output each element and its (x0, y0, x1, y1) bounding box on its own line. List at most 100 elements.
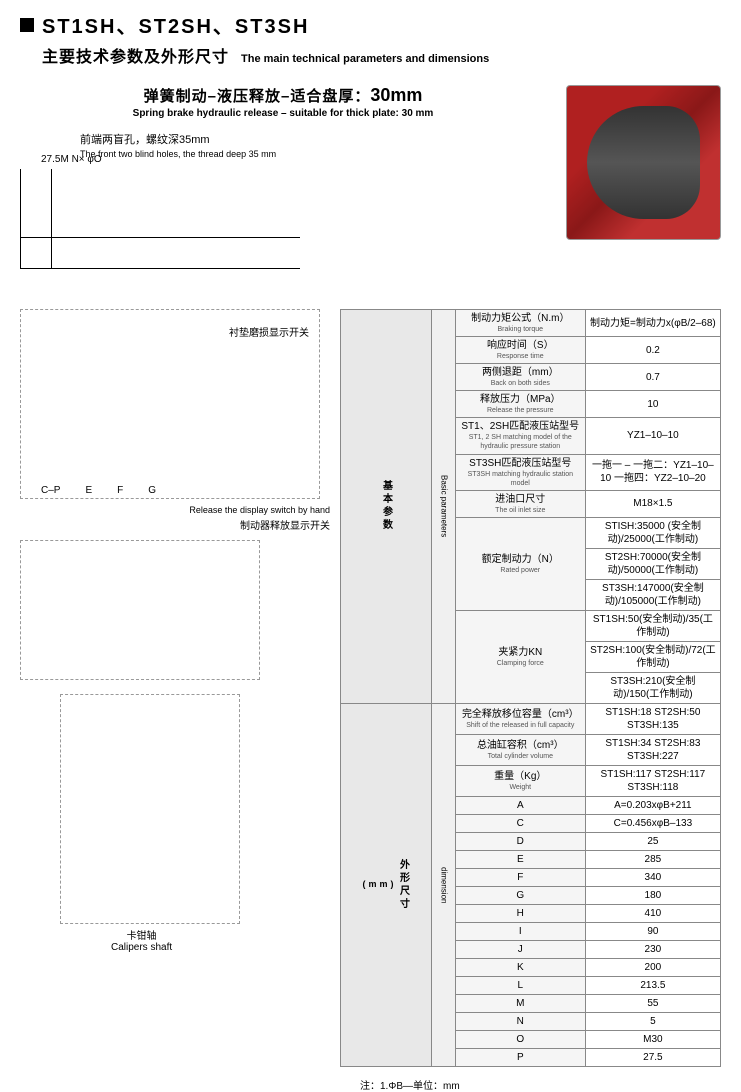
top-left: 弹簧制动–液压释放–适合盘厚：30mm Spring brake hydraul… (20, 85, 546, 289)
r1-en: Response time (460, 352, 581, 361)
product-photo (566, 85, 721, 240)
d2-k: D (455, 832, 585, 850)
wt-en: Weight (460, 783, 581, 792)
note-l1: 注：1.ΦB—单位：mm (360, 1079, 721, 1092)
r2-cn: 两侧退距（mm） (482, 367, 559, 378)
diagram-side-view: 衬垫磨损显示开关 C–P E F G (20, 309, 320, 499)
spring-title: 弹簧制动–液压释放–适合盘厚：30mm (20, 85, 546, 106)
d4-k: F (455, 868, 585, 886)
cy-cn: 总油缸容积（cm³） (477, 740, 564, 751)
d0-k: A (455, 796, 585, 814)
r1-val: 0.2 (585, 337, 720, 364)
r3-cn: 释放压力（MPa） (480, 394, 561, 405)
d3-k: E (455, 850, 585, 868)
spring-cn: 弹簧制动–液压释放–适合盘厚： (144, 88, 371, 105)
section1-en: Basic parameters (432, 310, 456, 704)
d6-v: 410 (585, 904, 720, 922)
top-section: 弹簧制动–液压释放–适合盘厚：30mm Spring brake hydraul… (20, 85, 721, 289)
diagram-top (20, 169, 300, 269)
r5-val: 一拖一 – 一拖二：YZ1–10–10 一拖四：YZ2–10–20 (585, 454, 720, 490)
cl-v2: ST2SH:100(安全制动)/72(工作制动) (585, 641, 720, 672)
label-cp: C–P (41, 485, 60, 496)
d14-k: P (455, 1048, 585, 1066)
d8-k: J (455, 940, 585, 958)
wt-v: ST1SH:117 ST2SH:117 ST3SH:118 (585, 765, 720, 796)
cl-cn: 夹紧力KN (498, 647, 542, 658)
r2-en: Back on both sides (460, 379, 581, 388)
blind-hole-cn: 前端两盲孔，螺纹深35mm (80, 131, 210, 147)
d4-v: 340 (585, 868, 720, 886)
rp-v3: ST3SH:147000(安全制动)/105000(工作制动) (585, 579, 720, 610)
label-g: G (148, 485, 156, 496)
blind-hole-en: The front two blind holes, the thread de… (80, 149, 546, 159)
d13-v: M30 (585, 1030, 720, 1048)
d5-k: G (455, 886, 585, 904)
d1-v: C=0.456xφB–133 (585, 814, 720, 832)
diagram-release-view (20, 540, 260, 680)
main-section: φB 128 Liner wear according to the switc… (20, 309, 721, 1092)
header: ST1SH、ST2SH、ST3SH (20, 10, 721, 39)
label-f: F (117, 485, 123, 496)
d2-v: 25 (585, 832, 720, 850)
r0-val: 制动力矩=制动力x(φB/2–68) (585, 310, 720, 337)
cy-v: ST1SH:34 ST2SH:83 ST3SH:227 (585, 734, 720, 765)
left-column: φB 128 Liner wear according to the switc… (20, 309, 330, 1092)
d13-k: O (455, 1030, 585, 1048)
r6-en: The oil inlet size (460, 506, 581, 515)
d8-v: 230 (585, 940, 720, 958)
d1-k: C (455, 814, 585, 832)
spring-en: Spring brake hydraulic release – suitabl… (20, 108, 546, 119)
r1-cn: 响应时间（S） (487, 340, 554, 351)
release-en: Release the display switch by hand (20, 505, 330, 515)
rp-cn: 额定制动力（N） (482, 554, 559, 565)
d3-v: 285 (585, 850, 720, 868)
d10-k: L (455, 976, 585, 994)
section2-en: dimension (432, 703, 456, 1066)
subtitle-cn: 主要技术参数及外形尺寸 (42, 43, 229, 67)
r2-val: 0.7 (585, 364, 720, 391)
cl-v3: ST3SH:210(安全制动)/150(工作制动) (585, 672, 720, 703)
d12-v: 5 (585, 1012, 720, 1030)
r6-val: M18×1.5 (585, 490, 720, 517)
d7-k: I (455, 922, 585, 940)
diagram-shaft-view (60, 694, 240, 924)
d7-v: 90 (585, 922, 720, 940)
notes: 注：1.ΦB—单位：mm 2.具体型号，结构及外形尺寸保留更改的权利。 Note… (360, 1079, 721, 1092)
rp-v2: ST2SH:70000(安全制动)/50000(工作制动) (585, 548, 720, 579)
section2-mm: (mm) (363, 879, 397, 891)
subtitle-en: The main technical parameters and dimens… (241, 53, 489, 65)
rp-en: Rated power (460, 566, 581, 575)
spec-table: 基本参数 Basic parameters 制动力矩公式（N.m）Braking… (340, 309, 721, 1067)
r4-cn: ST1、2SH匹配液压站型号 (461, 421, 579, 432)
d5-v: 180 (585, 886, 720, 904)
r5-en: ST3SH matching hydraulic station model (460, 470, 581, 488)
header-marker (20, 18, 34, 32)
sh-cn: 完全释放移位容量（cm³） (462, 709, 579, 720)
subtitle: 主要技术参数及外形尺寸 The main technical parameter… (42, 43, 721, 67)
cy-en: Total cylinder volume (460, 752, 581, 761)
r3-val: 10 (585, 391, 720, 418)
sh-v: ST1SH:18 ST2SH:50 ST3SH:135 (585, 703, 720, 734)
liner-cn: 衬垫磨损显示开关 (229, 324, 309, 339)
d12-k: N (455, 1012, 585, 1030)
d11-v: 55 (585, 994, 720, 1012)
r0-cn: 制动力矩公式（N.m） (471, 313, 569, 324)
cl-v1: ST1SH:50(安全制动)/35(工作制动) (585, 610, 720, 641)
blind-hole-label: 前端两盲孔，螺纹深35mm (80, 131, 546, 147)
d9-v: 200 (585, 958, 720, 976)
release-cn: 制动器释放显示开关 (20, 517, 330, 532)
r4-en: ST1, 2 SH matching model of the hydrauli… (460, 433, 581, 451)
sh-en: Shift of the released in full capacity (460, 721, 581, 730)
r3-en: Release the pressure (460, 406, 581, 415)
r4-val: YZ1–10–10 (585, 418, 720, 454)
d11-k: M (455, 994, 585, 1012)
r0-en: Braking torque (460, 325, 581, 334)
r6-cn: 进油口尺寸 (495, 494, 545, 505)
spring-thickness: 30mm (370, 85, 422, 105)
label-e: E (85, 485, 92, 496)
d10-v: 213.5 (585, 976, 720, 994)
d6-k: H (455, 904, 585, 922)
rp-v1: STISH:35000 (安全制动)/25000(工作制动) (585, 517, 720, 548)
section2-cn: 外形尺寸 (398, 859, 409, 911)
wt-cn: 重量（Kg） (494, 771, 546, 782)
